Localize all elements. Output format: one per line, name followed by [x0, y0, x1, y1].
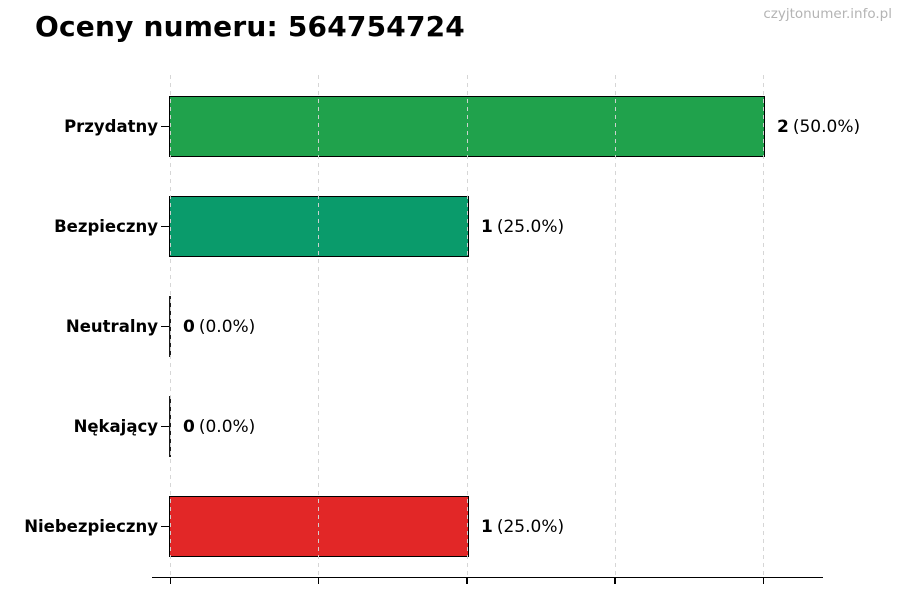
- y-axis-tick: [161, 225, 169, 228]
- value-label-neutralny: 0 (0.0%): [183, 315, 255, 339]
- value-percent: (0.0%): [198, 316, 256, 337]
- category-label-niebezpieczny: Niebezpieczny: [24, 516, 158, 536]
- x-axis-line: [152, 576, 823, 579]
- x-axis-tick: [614, 578, 616, 584]
- x-axis-tick: [317, 578, 320, 584]
- category-label-przydatny: Przydatny: [64, 116, 158, 136]
- y-axis-tick: [161, 525, 169, 528]
- value-count: 2: [777, 116, 789, 137]
- y-axis-tick: [161, 425, 169, 428]
- value-count: 0: [183, 416, 195, 437]
- value-percent: (50.0%): [792, 116, 861, 137]
- x-gridline: [170, 75, 171, 578]
- x-axis-tick: [169, 578, 171, 584]
- category-label-nekajacy: Nękający: [73, 416, 158, 436]
- chart-title: Oceny numeru: 564754724: [35, 10, 465, 43]
- x-gridline: [763, 75, 764, 578]
- category-label-bezpieczny: Bezpieczny: [54, 216, 158, 236]
- value-count: 0: [183, 316, 195, 337]
- value-label-bezpieczny: 1 (25.0%): [481, 215, 564, 239]
- category-label-neutralny: Neutralny: [65, 316, 158, 336]
- x-gridline: [466, 75, 468, 578]
- value-label-niebezpieczny: 1 (25.0%): [481, 515, 564, 539]
- value-percent: (0.0%): [198, 416, 256, 437]
- value-label-przydatny: 2 (50.0%): [777, 115, 860, 139]
- value-count: 1: [481, 516, 493, 537]
- value-percent: (25.0%): [496, 516, 565, 537]
- value-count: 1: [481, 216, 493, 237]
- x-gridline: [318, 75, 320, 578]
- y-axis-tick: [161, 125, 169, 128]
- x-axis-tick: [466, 578, 468, 584]
- value-percent: (25.0%): [496, 216, 565, 237]
- watermark: czyjtonumer.info.pl: [763, 6, 892, 22]
- value-label-nekajacy: 0 (0.0%): [183, 415, 255, 439]
- y-axis-tick: [161, 325, 169, 328]
- x-gridline: [614, 75, 616, 578]
- x-axis-tick: [762, 578, 764, 584]
